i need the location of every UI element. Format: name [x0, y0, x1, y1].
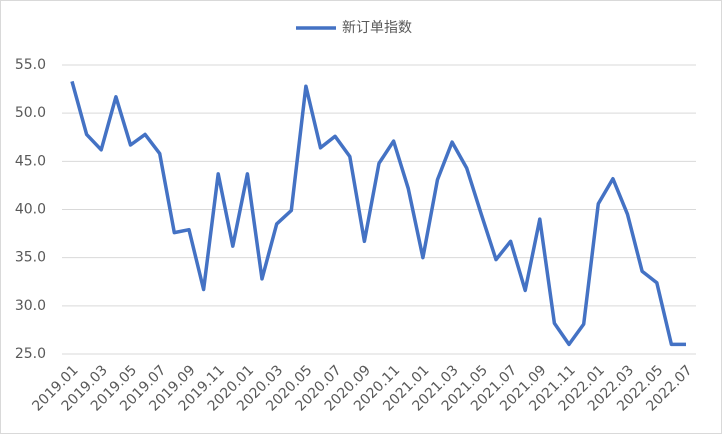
legend-label: 新订单指数 — [342, 20, 412, 36]
y-tick-label: 40.0 — [15, 202, 46, 218]
y-tick-label: 35.0 — [15, 250, 46, 266]
y-tick-label: 25.0 — [15, 346, 46, 362]
y-tick-label: 45.0 — [15, 153, 46, 169]
y-tick-label: 55.0 — [15, 57, 46, 73]
y-tick-label: 50.0 — [15, 105, 46, 121]
y-tick-label: 30.0 — [15, 298, 46, 314]
series-line — [70, 80, 686, 347]
